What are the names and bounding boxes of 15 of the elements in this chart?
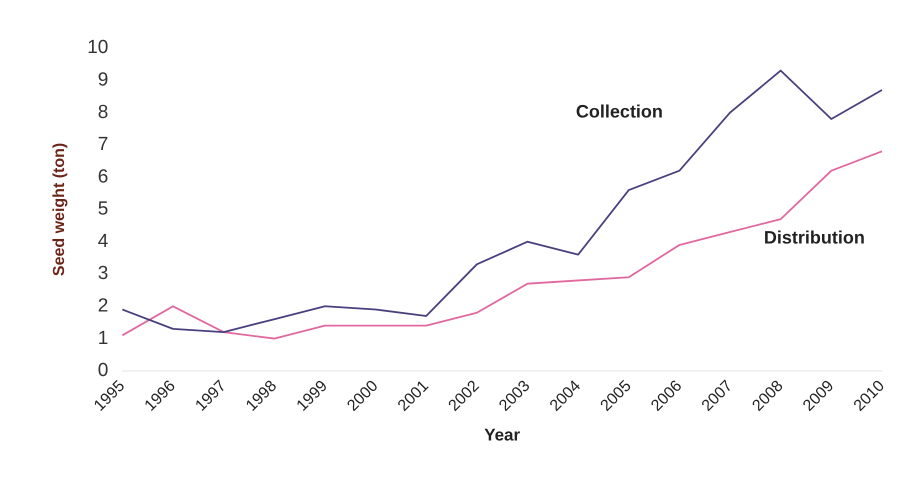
text: Collection xyxy=(576,102,663,122)
y-tick-label: 8 xyxy=(98,102,108,123)
y-tick-label: 10 xyxy=(87,37,108,58)
y-tick-label: 3 xyxy=(98,263,108,284)
x-axis-title: Year xyxy=(484,425,521,444)
y-tick-label: 5 xyxy=(98,198,108,220)
y-tick-label: 9 xyxy=(98,70,108,91)
y-tick-label: 1 xyxy=(98,328,108,349)
y-tick-label: 0 xyxy=(98,360,108,382)
y-tick-label: 4 xyxy=(98,230,109,252)
y-axis-title: Seed weight (ton) xyxy=(51,142,68,276)
series-label: Distribution xyxy=(764,228,865,248)
y-tick-label: 2 xyxy=(98,296,108,317)
y-tick-label: 7 xyxy=(98,134,108,156)
y-tick-label: 6 xyxy=(98,166,108,188)
